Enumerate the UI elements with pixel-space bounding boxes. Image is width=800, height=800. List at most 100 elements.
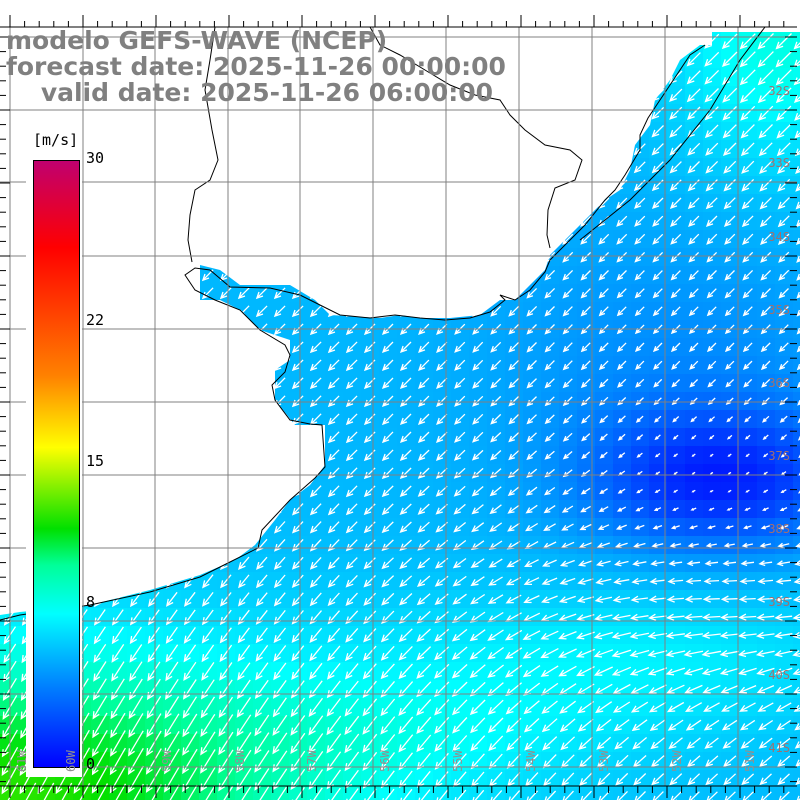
wind-arrow	[436, 413, 448, 425]
wind-arrow	[792, 650, 800, 658]
wind-arrow	[668, 755, 683, 768]
wind-arrow	[688, 288, 699, 299]
wind-arrow	[508, 378, 520, 389]
wind-arrow	[740, 737, 755, 749]
wind-arrow	[739, 87, 756, 104]
wind-arrow	[598, 306, 609, 317]
wind-arrow	[490, 359, 502, 371]
wind-arrow	[597, 772, 611, 786]
wind-arrow	[794, 723, 800, 731]
wind-arrow	[635, 415, 644, 423]
wind-arrow	[417, 485, 430, 497]
wind-arrow	[92, 695, 108, 720]
wind-arrow	[146, 695, 162, 719]
wind-arrow	[398, 770, 413, 789]
wind-arrow	[598, 251, 610, 263]
wind-arrow	[562, 790, 574, 800]
wind-arrow	[525, 522, 539, 532]
wind-arrow	[701, 667, 721, 676]
wind-arrow	[381, 341, 394, 354]
wind-arrow	[719, 649, 740, 658]
wind-arrow	[291, 645, 305, 662]
wind-arrow	[164, 696, 180, 719]
speed-cell	[739, 788, 757, 800]
wind-arrow	[169, 784, 180, 800]
wind-arrow	[669, 197, 682, 210]
wind-arrow	[669, 773, 683, 786]
wind-arrow	[704, 737, 719, 749]
wind-arrow	[363, 575, 376, 588]
longitude-label: 54W	[524, 750, 538, 772]
speed-cell	[361, 788, 379, 800]
wind-arrow	[398, 628, 413, 643]
wind-arrow	[544, 378, 555, 389]
wind-arrow	[237, 627, 250, 644]
wind-arrow	[596, 736, 612, 750]
wind-arrow	[526, 432, 537, 443]
wind-arrow	[523, 718, 540, 733]
wind-arrow	[218, 749, 234, 774]
speed-cell	[793, 500, 800, 518]
wind-arrow	[703, 702, 720, 712]
wind-arrow	[109, 765, 127, 794]
wind-arrow	[309, 503, 322, 516]
wind-arrow	[673, 453, 678, 458]
wind-arrow	[686, 106, 701, 121]
wind-arrow	[795, 777, 800, 786]
wind-arrow	[544, 450, 555, 460]
colorbar	[32, 159, 81, 769]
wind-arrow	[706, 270, 717, 281]
wind-arrow	[219, 592, 232, 607]
wind-arrow	[741, 773, 755, 786]
wind-arrow	[742, 791, 754, 800]
wind-arrow	[757, 33, 774, 50]
wind-arrow	[380, 716, 396, 735]
wind-arrow	[687, 197, 700, 210]
wind-arrow	[345, 521, 358, 534]
wind-arrow	[237, 609, 250, 625]
wind-arrow	[720, 595, 738, 603]
wind-arrow	[344, 663, 359, 680]
wind-arrow	[201, 592, 214, 607]
wind-arrow	[273, 786, 288, 800]
wind-arrow	[684, 613, 703, 621]
wind-arrow	[796, 795, 800, 800]
wind-arrow	[327, 645, 341, 662]
latitude-label: 37S	[768, 449, 790, 463]
wind-arrow	[598, 378, 609, 388]
wind-arrow	[183, 644, 197, 663]
wind-arrow	[469, 699, 486, 716]
wind-arrow	[165, 609, 178, 626]
wind-arrow	[613, 577, 630, 585]
wind-arrow	[778, 524, 789, 530]
wind-arrow	[647, 631, 668, 640]
wind-arrow	[200, 696, 216, 719]
wind-arrow	[778, 306, 789, 317]
wind-arrow	[273, 627, 287, 644]
wind-arrow	[506, 753, 521, 769]
wind-arrow	[634, 251, 646, 263]
wind-arrow	[720, 613, 739, 621]
wind-arrow	[581, 433, 591, 442]
wind-arrow	[701, 649, 722, 658]
speed-cell	[793, 212, 800, 230]
wind-arrow	[725, 379, 735, 388]
wind-arrow	[704, 755, 719, 768]
wind-arrow	[598, 506, 609, 513]
wind-arrow	[793, 95, 800, 104]
wind-arrow	[182, 731, 198, 756]
wind-arrow	[145, 766, 162, 793]
wind-arrow	[472, 341, 484, 353]
wind-arrow	[399, 467, 412, 480]
wind-arrow	[634, 524, 645, 530]
wind-arrow	[309, 305, 322, 318]
wind-arrow	[291, 574, 304, 589]
wind-arrow	[739, 702, 756, 712]
wind-arrow	[599, 488, 608, 495]
wind-arrow	[490, 341, 502, 353]
wind-arrow	[309, 787, 323, 800]
wind-arrow	[110, 678, 125, 701]
wind-arrow	[595, 560, 611, 567]
speed-cell	[505, 788, 523, 800]
wind-arrow	[327, 503, 340, 516]
